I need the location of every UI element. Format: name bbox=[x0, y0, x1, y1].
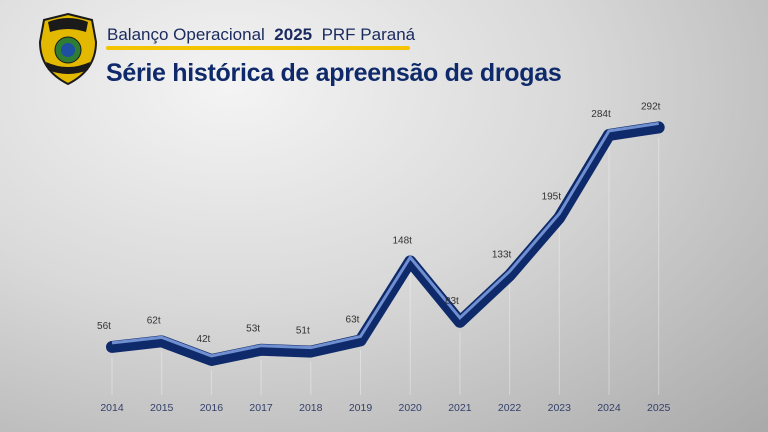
subtitle-year: 2025 bbox=[274, 25, 313, 44]
series-line-shadow bbox=[106, 121, 665, 366]
yellow-underline bbox=[106, 46, 410, 50]
x-tick-label: 2020 bbox=[399, 402, 423, 414]
data-label: 51t bbox=[296, 326, 310, 337]
x-tick-label: 2019 bbox=[349, 402, 373, 414]
data-label: 83t bbox=[445, 296, 459, 307]
subtitle-prefix: Balanço Operacional bbox=[107, 25, 265, 44]
x-tick-label: 2023 bbox=[548, 402, 572, 414]
data-label: 53t bbox=[246, 324, 260, 335]
x-tick-label: 2017 bbox=[249, 402, 273, 414]
data-label: 292t bbox=[641, 101, 661, 112]
data-label: 42t bbox=[196, 334, 210, 345]
data-label: 148t bbox=[392, 235, 412, 246]
data-label: 133t bbox=[492, 249, 512, 260]
chart-title: Série histórica de apreensão de drogas bbox=[106, 59, 562, 87]
x-tick-label: 2016 bbox=[200, 402, 224, 414]
data-label: 56t bbox=[97, 321, 111, 332]
prf-badge-logo bbox=[38, 12, 98, 86]
data-label: 284t bbox=[591, 109, 611, 120]
x-tick-label: 2024 bbox=[597, 402, 621, 414]
data-label: 63t bbox=[346, 314, 360, 325]
report-subtitle: Balanço Operacional 2025 PRF Paraná bbox=[107, 25, 415, 45]
x-tick-label: 2022 bbox=[498, 402, 522, 414]
series-line-highlight bbox=[111, 121, 659, 358]
x-tick-label: 2014 bbox=[100, 402, 124, 414]
x-tick-label: 2015 bbox=[150, 402, 174, 414]
subtitle-suffix: PRF Paraná bbox=[321, 25, 416, 44]
x-tick-label: 2018 bbox=[299, 402, 323, 414]
data-label: 195t bbox=[542, 192, 562, 203]
data-label: 62t bbox=[147, 315, 161, 326]
x-tick-label: 2025 bbox=[647, 402, 671, 414]
x-tick-label: 2021 bbox=[448, 402, 472, 414]
